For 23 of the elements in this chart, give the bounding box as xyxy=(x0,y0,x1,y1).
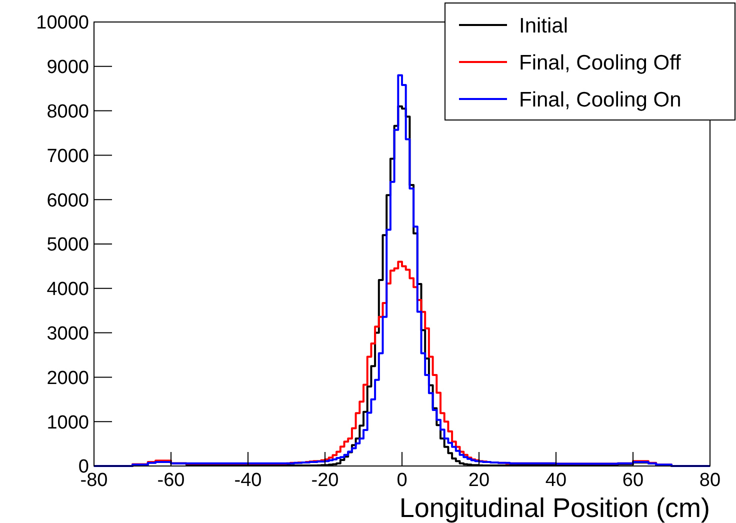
legend-label: Final, Cooling On xyxy=(519,88,682,112)
y-tick-label: 5000 xyxy=(46,234,89,256)
x-tick-label: 0 xyxy=(396,470,408,491)
y-tick-label: 10000 xyxy=(36,12,89,34)
x-tick-label: -60 xyxy=(157,470,185,491)
x-axis-title: Longitudinal Position (cm) xyxy=(399,493,710,523)
y-tick-label: 7000 xyxy=(46,146,89,167)
x-tick-label: 80 xyxy=(699,470,721,491)
legend-label: Final, Cooling Off xyxy=(519,51,682,74)
y-tick-label: 4000 xyxy=(46,279,89,300)
x-tick-label: 40 xyxy=(545,470,567,491)
y-tick-label: 6000 xyxy=(46,190,89,212)
x-tick-label: -20 xyxy=(311,470,339,491)
legend-label: Initial xyxy=(519,14,568,38)
x-tick-label: 60 xyxy=(622,470,644,491)
y-tick-label: 1000 xyxy=(46,412,89,434)
y-tick-label: 0 xyxy=(78,456,89,478)
x-tick-label: -40 xyxy=(234,470,262,491)
y-tick-label: 3000 xyxy=(46,323,89,344)
y-tick-label: 2000 xyxy=(46,368,89,389)
y-tick-label: 9000 xyxy=(46,57,89,78)
x-tick-label: 20 xyxy=(468,470,490,491)
y-tick-label: 8000 xyxy=(46,101,89,122)
